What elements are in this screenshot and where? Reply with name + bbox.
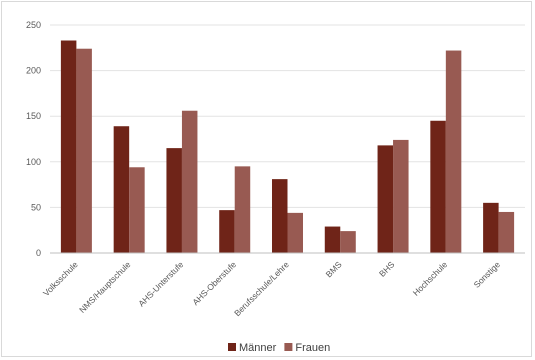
bar-frauen-1 [129,167,145,253]
bar-frauen-3 [234,166,251,253]
x-category-label: AHS-Oberstufe [190,259,238,307]
bar-m-nner-5 [324,226,341,253]
bar-frauen-4 [287,212,303,253]
x-category-label: Hochschule [411,259,450,298]
x-category-label: BMS [324,259,344,279]
y-tick-label: 200 [26,66,41,76]
bar-frauen-2 [181,110,198,253]
bar-m-nner-7 [430,120,446,253]
x-category-label: Berufsschule/Lehre [232,259,291,318]
legend-label: Männer [239,342,277,354]
bar-frauen-0 [76,48,92,253]
legend-swatch-frauen [284,343,293,351]
bar-m-nner-1 [113,126,130,253]
bar-frauen-7 [445,50,462,254]
bar-m-nner-6 [377,145,394,253]
x-category-label: Sonstige [472,259,503,290]
y-tick-label: 150 [26,111,41,121]
bar-frauen-6 [393,139,409,253]
bar-m-nner-2 [166,148,182,253]
x-category-label: NMS/Hauptschule [77,259,133,315]
y-tick-label: 50 [31,202,41,212]
y-axis-ticks: 0 50 100 150 200 250 [26,20,41,258]
legend-label: Frauen [295,342,330,354]
y-tick-label: 250 [26,20,41,30]
x-category-label: AHS-Unterstufe [136,259,185,308]
bar-m-nner-8 [483,202,499,253]
bar-m-nner-0 [60,40,77,254]
bars [60,40,515,254]
legend-swatch-m-nner [228,343,236,351]
bar-frauen-5 [340,231,356,253]
y-tick-label: 100 [26,157,41,167]
legend: Männer Frauen [228,342,330,354]
bar-m-nner-3 [219,210,235,253]
y-tick-label: 0 [36,248,41,258]
bar-frauen-8 [498,211,515,253]
bar-m-nner-4 [272,179,288,253]
x-category-label: Volksschule [41,259,80,298]
x-category-label: BHS [377,259,397,279]
